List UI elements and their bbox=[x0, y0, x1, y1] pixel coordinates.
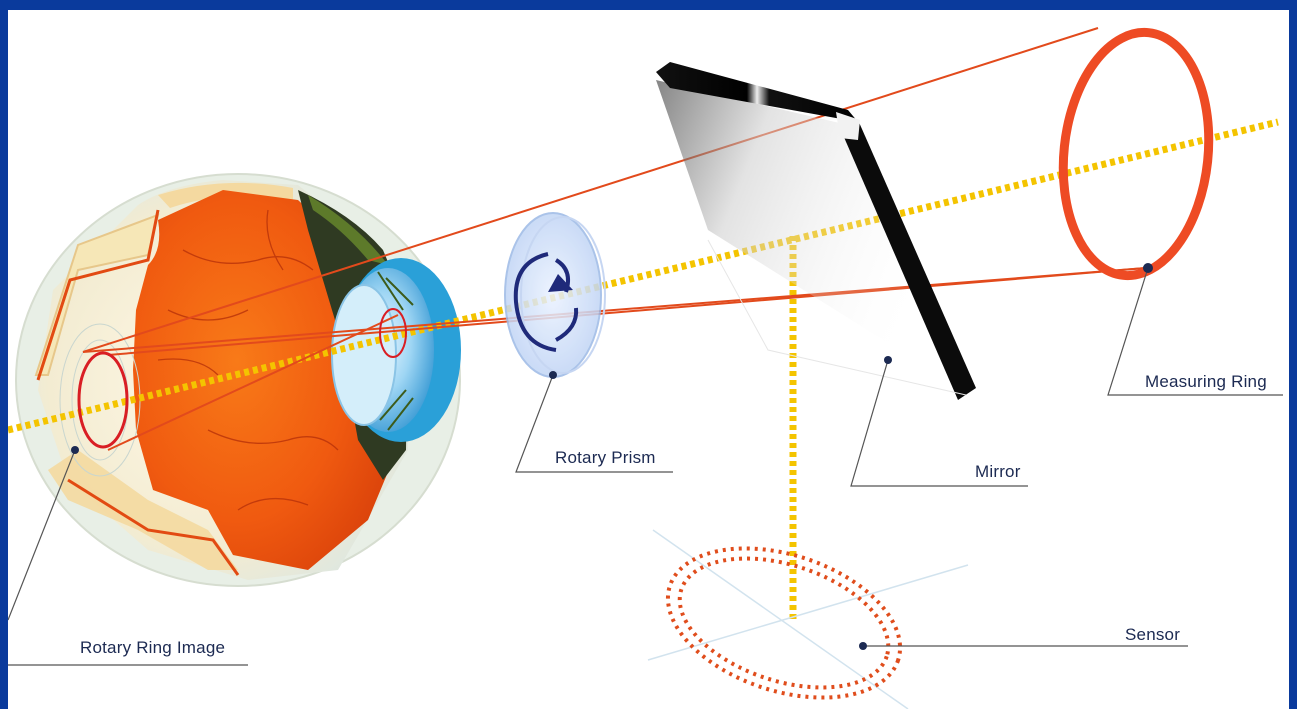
sensor bbox=[647, 529, 969, 709]
leader-dots bbox=[71, 263, 1153, 650]
leader-lines bbox=[8, 267, 1283, 666]
pupil-ring-ellipse bbox=[379, 308, 407, 358]
eye-illustration bbox=[15, 173, 461, 587]
rotary-prism bbox=[504, 212, 606, 378]
label-measuring-ring: Measuring Ring bbox=[1145, 372, 1267, 391]
label-mirror: Mirror bbox=[975, 462, 1021, 481]
label-rotary-ring-image: Rotary Ring Image bbox=[80, 638, 226, 657]
measuring-ring-ellipse bbox=[1058, 27, 1214, 281]
mirror bbox=[656, 62, 976, 400]
measuring-rays bbox=[82, 27, 1147, 451]
diagram-canvas: Rotary Ring Image Rotary Prism Mirror Me… bbox=[8, 10, 1289, 709]
rotary-ring-image-ellipse bbox=[77, 351, 129, 449]
optical-diagram bbox=[8, 27, 1283, 709]
label-sensor: Sensor bbox=[1125, 625, 1181, 644]
label-rotary-prism: Rotary Prism bbox=[555, 448, 656, 467]
